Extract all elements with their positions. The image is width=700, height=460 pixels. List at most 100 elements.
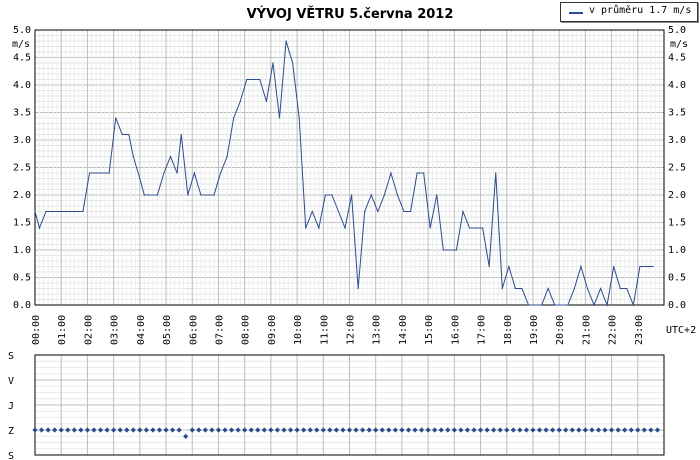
x-tick-label: 21:00 (581, 315, 592, 345)
speed-point (593, 304, 595, 306)
speed-point (514, 287, 516, 290)
speed-point (554, 304, 556, 306)
speed-point (239, 100, 241, 103)
speed-point (599, 287, 602, 290)
speed-point (626, 287, 628, 290)
speed-point (495, 172, 497, 174)
x-tick-label: 15:00 (424, 315, 435, 345)
direction-point (248, 427, 254, 433)
legend-line-icon (569, 12, 583, 14)
x-tick-label: 09:00 (267, 315, 278, 345)
direction-point (32, 427, 38, 433)
speed-point (318, 227, 320, 229)
speed-point (298, 117, 300, 119)
speed-point (82, 210, 84, 213)
speed-point (219, 172, 222, 174)
direction-point (405, 427, 412, 433)
direction-point (320, 427, 326, 433)
direction-point (163, 427, 169, 433)
direction-point (143, 427, 149, 433)
speed-point (99, 172, 102, 174)
direction-point (340, 427, 346, 433)
direction-point (242, 427, 248, 433)
direction-point (287, 427, 294, 433)
speed-point (541, 304, 543, 306)
direction-point (543, 427, 549, 433)
direction-point (183, 433, 189, 439)
direction-point (176, 427, 182, 433)
direction-point (71, 427, 77, 433)
y-tick-label: 1.5 (668, 218, 686, 229)
direction-point (366, 427, 372, 433)
speed-point (364, 210, 366, 213)
speed-point (108, 172, 110, 174)
direction-point (314, 427, 320, 433)
direction-point (268, 427, 274, 433)
speed-point (508, 265, 510, 268)
direction-point (38, 427, 45, 433)
direction-point (530, 427, 536, 433)
x-tick-label: 00:00 (31, 315, 42, 345)
x-tick-label: 12:00 (346, 315, 357, 345)
speed-point (121, 133, 123, 136)
direction-point (84, 427, 91, 433)
direction-point (91, 427, 97, 433)
speed-point (639, 265, 641, 268)
direction-point (104, 427, 110, 433)
direction-tick-label: Z (8, 426, 14, 437)
direction-point (425, 427, 431, 433)
y-tick-label: 4.0 (13, 80, 31, 91)
y-tick-label: 3.0 (13, 135, 31, 146)
direction-point (491, 427, 497, 433)
plot-frame (34, 29, 665, 306)
x-tick-label: 16:00 (450, 315, 461, 345)
x-tick-label: 01:00 (57, 315, 68, 345)
direction-point (563, 427, 569, 433)
speed-point (383, 194, 385, 196)
direction-point (196, 427, 202, 433)
direction-point (576, 427, 582, 433)
x-tick-label: 13:00 (372, 315, 383, 345)
direction-point (373, 427, 379, 433)
direction-point (215, 427, 222, 433)
direction-point (189, 427, 195, 433)
speed-point (278, 117, 281, 119)
speed-point (377, 210, 379, 213)
direction-point (484, 427, 490, 433)
y-tick-label: 5.0 (668, 25, 686, 36)
direction-point (45, 427, 51, 433)
y-axis-label: m/s (12, 39, 30, 50)
speed-point (350, 194, 353, 196)
direction-point (274, 427, 281, 433)
direction-point (451, 427, 457, 433)
direction-point (550, 427, 556, 433)
direction-points (32, 427, 661, 439)
direction-point (307, 427, 313, 433)
speed-point (233, 117, 235, 119)
direction-tick-label: S (8, 451, 14, 460)
x-tick-label: 02:00 (83, 315, 94, 345)
speed-point (586, 287, 589, 290)
speed-point (632, 304, 634, 306)
x-tick-label: 22:00 (608, 315, 619, 345)
direction-point (569, 427, 575, 433)
direction-point (261, 427, 267, 433)
y-tick-label: 1.5 (13, 218, 31, 229)
direction-point (615, 427, 621, 433)
y-tick-label: 2.0 (668, 190, 686, 201)
speed-point (285, 40, 287, 42)
direction-grid (34, 354, 665, 456)
y-tick-label: 3.5 (668, 108, 686, 119)
x-tick-label: 18:00 (503, 315, 514, 345)
direction-point (58, 427, 64, 433)
speed-point (311, 210, 313, 213)
direction-point (399, 427, 405, 433)
direction-point (360, 427, 366, 433)
direction-point (255, 427, 261, 433)
direction-point (281, 427, 287, 433)
x-axis-label: UTC+2 (666, 325, 696, 336)
y-tick-label: 0.0 (13, 300, 31, 311)
speed-point (324, 194, 326, 196)
speed-point (38, 227, 41, 229)
direction-point (595, 427, 602, 433)
